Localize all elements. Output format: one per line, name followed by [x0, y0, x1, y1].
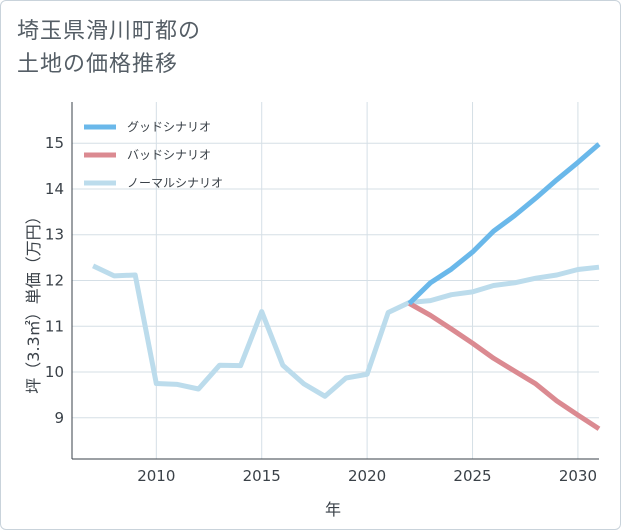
y-axis-title: 坪（3.3㎡）単価（万円） [24, 208, 43, 393]
x-tick-label-4: 2030 [559, 467, 597, 485]
y-tick-label-0: 9 [54, 409, 64, 427]
x-tick-label-0: 2010 [137, 467, 175, 485]
title-line-2: 土地の価格推移 [17, 52, 179, 77]
y-tick-label-1: 10 [45, 363, 64, 381]
tick-labels: 2010 2015 2020 2025 2030 9 10 11 12 13 14 15 [45, 134, 597, 485]
title-line-1: 埼玉県滑川町都の [17, 19, 202, 44]
legend-label-2: ノーマルシナリオ [127, 176, 223, 190]
y-tick-label-5: 14 [45, 180, 64, 198]
plot-axes [71, 102, 599, 460]
y-tick-label-6: 15 [45, 134, 64, 152]
page-title: 埼玉県滑川町都の 土地の価格推移 [17, 15, 201, 81]
legend-label-1: バッドシナリオ [127, 148, 211, 162]
x-tick-label-3: 2025 [453, 467, 491, 485]
x-axis-title: 年 [325, 500, 341, 519]
series-lines [92, 142, 601, 431]
grid-lines [72, 102, 599, 459]
x-tick-label-2: 2020 [348, 467, 386, 485]
x-tick-label-1: 2015 [243, 467, 281, 485]
y-tick-label-4: 13 [45, 226, 64, 244]
y-tick-label-3: 12 [45, 272, 64, 290]
series-line-1 [408, 301, 601, 431]
y-tick-label-2: 11 [45, 317, 64, 335]
series-line-2 [92, 263, 600, 399]
series-line-0 [407, 142, 601, 306]
legend-label-0: グッドシナリオ [127, 120, 211, 134]
